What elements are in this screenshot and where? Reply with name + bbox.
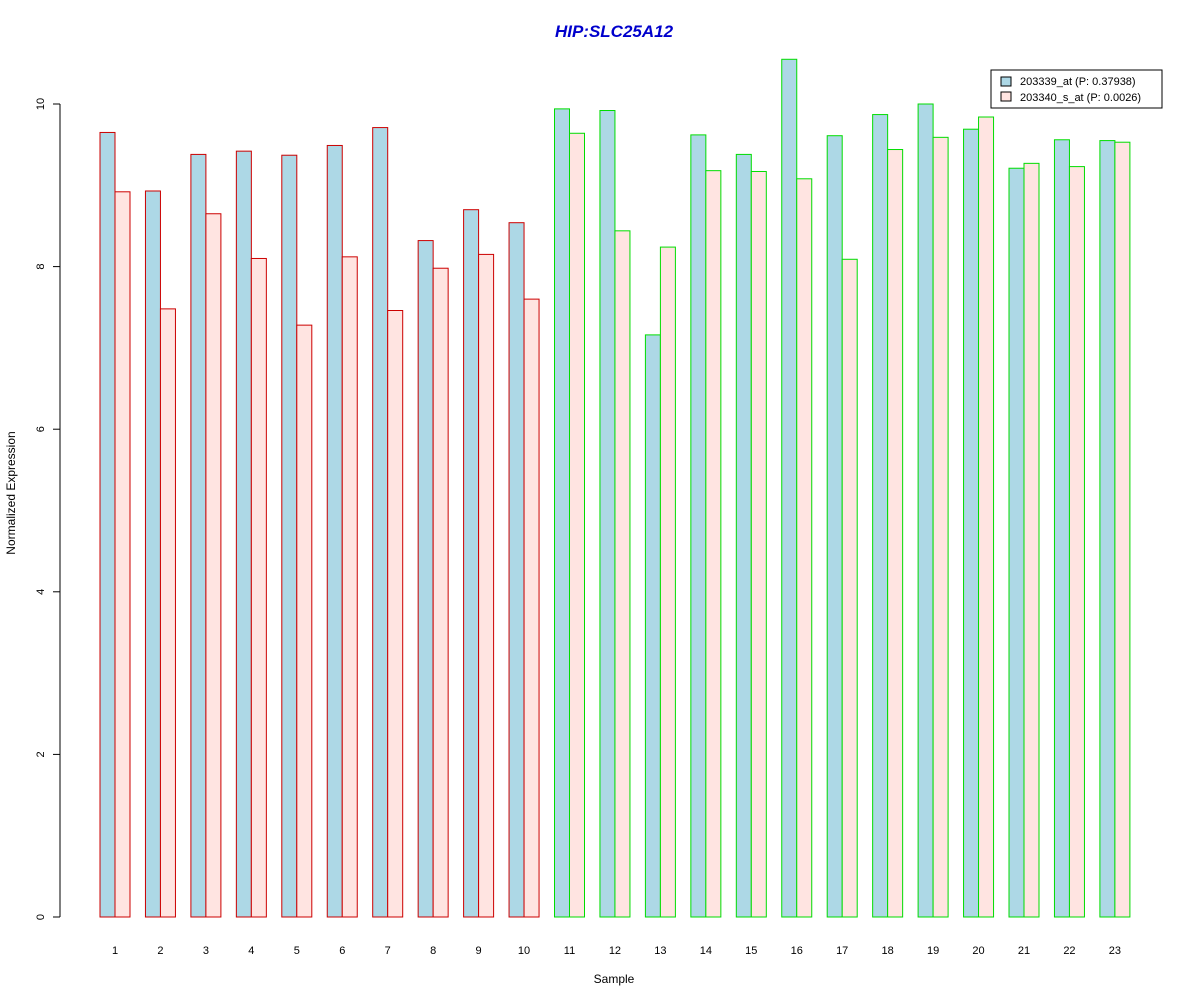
- bar-23-series-1: [1099, 140, 1116, 918]
- bar-8-series-1: [417, 240, 434, 918]
- x-tick-label: 15: [745, 945, 757, 957]
- bar-11-series-2: [569, 132, 585, 918]
- bar-3-series-1: [190, 153, 207, 918]
- bar-10-series-1: [508, 222, 525, 918]
- x-tick-label: 9: [476, 945, 482, 957]
- bar-9-series-2: [478, 253, 495, 918]
- x-tick-label: 10: [518, 945, 530, 957]
- bar-18-series-2: [887, 149, 904, 918]
- x-tick-label: 5: [294, 945, 300, 957]
- y-tick-label: 6: [35, 426, 47, 432]
- bar-2-series-1: [144, 190, 161, 918]
- y-axis: 0 2 4 6 8 10: [35, 98, 61, 920]
- y-tick-label: 2: [35, 751, 47, 757]
- x-tick-label: 13: [654, 945, 666, 957]
- x-tick-label: 18: [882, 945, 894, 957]
- bar-2-series-2: [159, 308, 176, 918]
- bar-4-series-1: [235, 150, 252, 918]
- x-tick-label: 17: [836, 945, 848, 957]
- y-tick-label: 8: [35, 264, 47, 270]
- x-tick-label: 8: [430, 945, 436, 957]
- legend-label-series-2: 203340_s_at (P: 0.0026): [1020, 92, 1141, 104]
- y-tick-label: 0: [35, 914, 47, 920]
- x-tick-label: 19: [927, 945, 939, 957]
- x-tick-label: 23: [1109, 945, 1121, 957]
- bar-20-series-2: [978, 116, 995, 918]
- bar-12-series-1: [599, 110, 616, 918]
- bar-15-series-2: [750, 170, 767, 918]
- bar-20-series-1: [963, 128, 980, 918]
- bar-14-series-2: [705, 170, 722, 918]
- bar-21-series-1: [1008, 167, 1025, 918]
- x-tick-label: 16: [791, 945, 803, 957]
- bar-8-series-2: [432, 267, 449, 918]
- bar-3-series-2: [205, 213, 222, 918]
- bar-16-series-1: [781, 58, 798, 918]
- x-tick-label: 3: [203, 945, 209, 957]
- bar-9-series-1: [463, 209, 480, 918]
- bar-1-series-2: [114, 191, 131, 918]
- bar-23-series-2: [1114, 141, 1131, 918]
- x-tick-label: 4: [248, 945, 254, 957]
- x-tick-label: 12: [609, 945, 621, 957]
- bar-13-series-2: [659, 246, 676, 918]
- y-axis-title: Normalized Expression: [4, 431, 18, 554]
- bar-6-series-2: [341, 256, 358, 918]
- bar-19-series-1: [917, 103, 934, 918]
- bar-22-series-2: [1068, 166, 1085, 918]
- bar-10-series-2: [523, 298, 540, 918]
- bar-16-series-2: [796, 178, 813, 918]
- legend-swatch-series-1: [1000, 76, 1012, 87]
- y-tick-label: 4: [35, 589, 47, 595]
- bar-21-series-2: [1023, 162, 1040, 918]
- x-tick-label: 6: [339, 945, 345, 957]
- bar-22-series-1: [1053, 139, 1070, 918]
- x-tick-label: 21: [1018, 945, 1030, 957]
- x-axis-labels: 1 2 3 4 5 6 7 8 9 10 11 12 13 14 15 16 17 18 19 20 21 22 23: [112, 945, 1121, 957]
- bar-13-series-1: [644, 334, 661, 918]
- bar-4-series-2: [250, 257, 267, 918]
- legend: 203339_at (P: 0.37938) 203340_s_at (P: 0…: [990, 69, 1163, 109]
- bar-18-series-1: [872, 114, 889, 918]
- bar-17-series-2: [841, 258, 858, 918]
- bar-5-series-2: [296, 324, 313, 918]
- bar-19-series-2: [932, 136, 949, 918]
- x-tick-label: 20: [972, 945, 984, 957]
- x-tick-label: 1: [112, 945, 118, 957]
- x-tick-label: 7: [385, 945, 391, 957]
- bar-7-series-2: [387, 310, 404, 918]
- bar-15-series-1: [735, 153, 752, 918]
- bar-6-series-1: [326, 144, 343, 918]
- legend-box: [990, 69, 1163, 109]
- bar-1-series-1: [99, 131, 116, 918]
- x-axis-title: Sample: [594, 972, 635, 986]
- x-tick-label: 2: [157, 945, 163, 957]
- x-tick-label: 22: [1063, 945, 1075, 957]
- bar-14-series-1: [690, 134, 707, 918]
- bar-5-series-1: [281, 154, 298, 918]
- bar-12-series-2: [614, 230, 631, 918]
- x-tick-label: 11: [564, 945, 575, 957]
- bars-group: [99, 58, 1131, 918]
- y-tick-label: 10: [35, 98, 47, 110]
- legend-swatch-series-2: [1000, 91, 1012, 102]
- bar-17-series-1: [826, 135, 843, 918]
- x-tick-label: 14: [700, 945, 712, 957]
- chart-title: HIP:SLC25A12: [555, 22, 674, 41]
- bar-11-series-1: [554, 108, 570, 918]
- legend-label-series-1: 203339_at (P: 0.37938): [1020, 76, 1136, 88]
- bar-7-series-1: [372, 127, 389, 918]
